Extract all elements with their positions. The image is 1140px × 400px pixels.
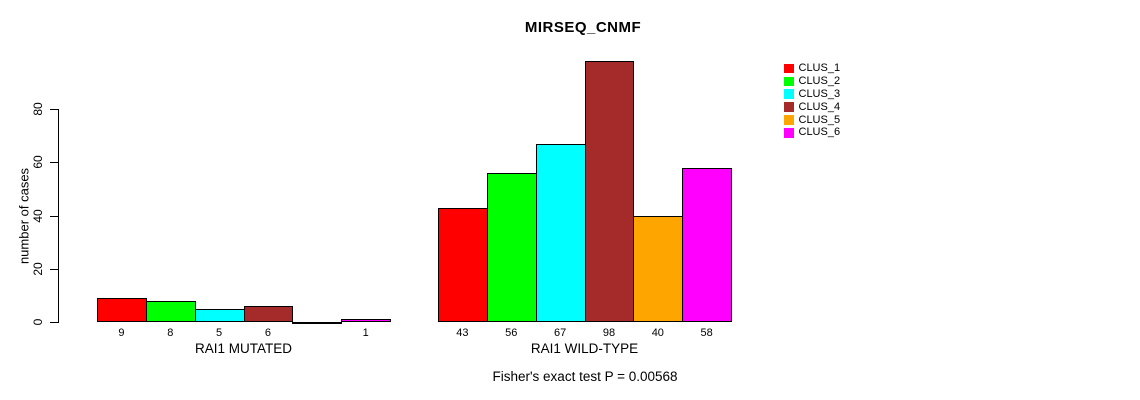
bar-clus_5 [292,322,343,324]
legend-row: CLUS_5 [784,114,840,127]
bar-count-label: 58 [700,327,713,339]
bar-clus_3 [194,309,245,322]
bar-clus_4 [243,306,294,322]
bar-clus_2 [145,301,196,322]
legend-row: CLUS_1 [784,62,840,75]
bar-clus_6 [682,168,733,322]
bar-count-label: 67 [553,327,567,339]
bar-count-label: 6 [264,327,272,339]
legend-swatch-icon [784,76,794,87]
bar-count-label: 8 [167,327,174,339]
legend-label: CLUS_5 [798,113,841,126]
bar-count-label: 5 [216,327,223,339]
legend-label: CLUS_6 [798,126,841,139]
legend-label: CLUS_2 [798,74,841,87]
legend-row: CLUS_3 [784,88,840,101]
bar-count-label: 1 [362,327,369,339]
group-axis-label: RAI1 MUTATED [195,341,293,356]
y-axis-line [58,109,59,323]
y-tick-label-text: 0 [31,318,45,326]
bar-clus_5 [633,216,684,322]
bar-count-label: 98 [602,327,616,339]
legend-label: CLUS_3 [798,87,841,100]
bar-clus_2 [486,173,537,322]
y-tick-label-text: 80 [31,102,45,116]
bar-count-label: 56 [505,327,518,339]
legend-swatch-icon [784,89,794,99]
y-tick [50,162,58,164]
bar-count-label: 40 [651,327,664,339]
y-tick [50,322,58,323]
y-tick-label-text: 60 [31,155,45,170]
chart-title: MIRSEQ_CNMF [524,19,642,36]
bar-count-label: 43 [456,327,469,339]
legend-swatch-icon [784,63,794,74]
bar-clus_1 [438,208,488,322]
legend-row: CLUS_6 [784,126,840,139]
legend-row: CLUS_4 [784,101,840,114]
fisher-test-annotation: Fisher's exact test P = 0.00568 [492,369,678,384]
y-tick [50,215,58,217]
y-tick-label-text: 20 [31,262,45,276]
legend: CLUS_1 CLUS_2 CLUS_3 CLUS_4 CLUS_5 CLUS_6 [784,62,840,139]
legend-swatch-icon [784,115,794,125]
y-tick [50,109,58,111]
bar-clus_1 [97,298,147,322]
bar-clus_3 [535,144,586,322]
legend-swatch-icon [784,128,794,138]
y-tick-label-text: 40 [31,208,45,223]
y-axis-title-text: number of cases [16,167,32,265]
bar-count-label: 9 [118,327,125,339]
bar-clus_6 [341,319,392,322]
legend-swatch-icon [784,102,794,112]
legend-label: CLUS_1 [798,61,841,74]
y-tick [50,268,58,270]
bar-clus_4 [584,61,635,322]
legend-label: CLUS_4 [798,100,841,113]
group-axis-label: RAI1 WILD-TYPE [530,341,639,356]
legend-row: CLUS_2 [784,75,840,88]
